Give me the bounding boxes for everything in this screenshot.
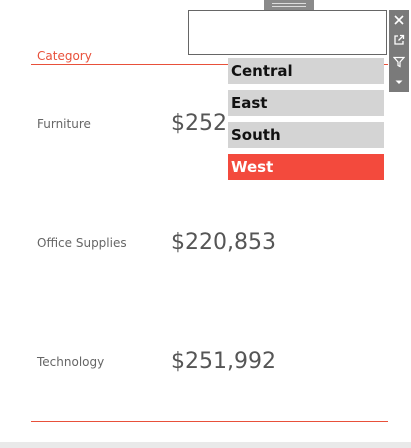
filter-button[interactable] <box>389 52 409 72</box>
drag-handle[interactable] <box>264 0 314 10</box>
region-item-central[interactable]: Central <box>228 58 384 84</box>
close-icon <box>394 15 404 25</box>
region-item-south[interactable]: South <box>228 122 384 148</box>
region-item-east[interactable]: East <box>228 90 384 116</box>
row-value-furniture[interactable]: $252, <box>171 111 234 136</box>
external-link-icon <box>394 34 405 45</box>
grip-line <box>272 6 306 7</box>
more-options-button[interactable] <box>389 72 409 92</box>
footer-divider <box>31 421 388 422</box>
row-label-furniture[interactable]: Furniture <box>37 117 91 131</box>
bottom-scroll-strip <box>0 442 411 448</box>
grip-line <box>272 3 306 4</box>
header-divider <box>31 64 388 65</box>
row-value-technology[interactable]: $251,992 <box>171 349 276 374</box>
region-item-west[interactable]: West <box>228 154 384 180</box>
filter-search-input[interactable] <box>188 10 387 55</box>
row-label-technology[interactable]: Technology <box>37 355 105 369</box>
region-list: Central East South West <box>228 58 384 186</box>
close-button[interactable] <box>389 10 409 30</box>
row-label-office-supplies[interactable]: Office Supplies <box>37 236 127 250</box>
filter-icon <box>393 56 405 68</box>
column-header-category[interactable]: Category <box>37 49 92 63</box>
row-value-office-supplies[interactable]: $220,853 <box>171 230 276 255</box>
caret-down-icon <box>395 80 403 84</box>
open-external-button[interactable] <box>389 30 409 50</box>
filter-toolbar <box>389 10 409 92</box>
